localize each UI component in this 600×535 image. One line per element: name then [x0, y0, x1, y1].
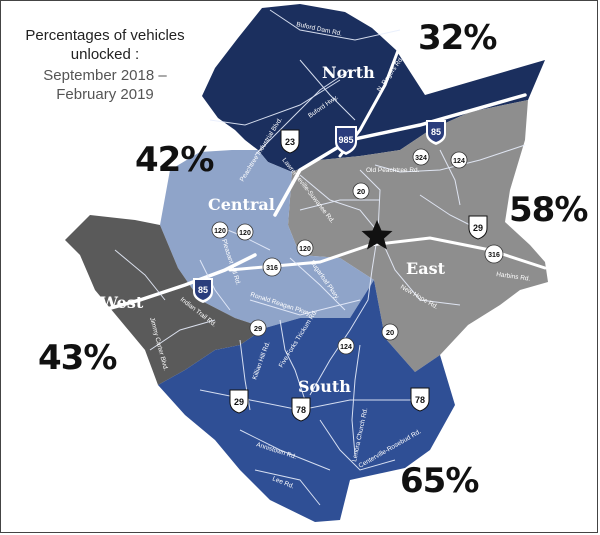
caption-line-1: Percentages of vehicles: [25, 27, 185, 44]
svg-text:85: 85: [431, 127, 441, 137]
us-29-east-icon: 29: [468, 215, 488, 240]
svg-text:85: 85: [198, 285, 208, 295]
star-icon: [361, 220, 393, 250]
svg-text:324: 324: [415, 155, 427, 162]
svg-text:120: 120: [214, 228, 226, 235]
region-central: [160, 150, 374, 328]
svg-text:316: 316: [266, 265, 278, 272]
svg-text:985: 985: [338, 135, 353, 145]
road-label-old-peachtree: Old Peachtree Rd.: [366, 167, 420, 174]
percent-south: 65%: [400, 461, 479, 501]
svg-text:316: 316: [488, 252, 500, 259]
sr-124-north-icon: [450, 151, 468, 169]
percent-east: 58%: [509, 190, 588, 230]
svg-text:120: 120: [239, 230, 251, 237]
sr-316-east-icon: [484, 244, 504, 264]
interstate-85-west-icon: 85: [193, 278, 213, 303]
svg-text:29: 29: [473, 223, 483, 233]
sr-29-icon: [249, 319, 267, 337]
percent-west: 43%: [38, 338, 117, 378]
caption-line-3: September 2018 –: [43, 67, 167, 84]
interstate-985-icon: 985: [335, 126, 357, 155]
sr-120-c-icon: [296, 239, 314, 257]
region-label-central: Central: [208, 195, 275, 214]
state-route-markers: [211, 148, 504, 355]
svg-text:78: 78: [415, 395, 425, 405]
percent-central: 42%: [135, 140, 214, 180]
svg-text:78: 78: [296, 405, 306, 415]
svg-text:20: 20: [386, 328, 394, 337]
sr-120-b-icon: [236, 223, 254, 241]
caption-line-2: unlocked :: [70, 46, 140, 63]
region-label-south: South: [298, 377, 351, 396]
svg-text:124: 124: [453, 158, 465, 165]
svg-text:120: 120: [299, 246, 311, 253]
percent-north: 32%: [418, 18, 497, 58]
sr-316-central-icon: [262, 257, 282, 277]
sr-20-north-icon: [352, 182, 370, 200]
state-route-labels: 20 20 120 120 120 124 124 316 316 324 29: [214, 155, 500, 351]
region-label-east: East: [406, 259, 446, 278]
interstate-85-north-icon: 85: [426, 120, 446, 145]
svg-text:23: 23: [285, 137, 295, 147]
us-29-south-icon: 29: [229, 389, 249, 414]
sr-324-icon: [412, 148, 430, 166]
sr-120-a-icon: [211, 221, 229, 239]
us-78-west-icon: 78: [291, 397, 311, 422]
local-roads: [114, 9, 526, 506]
us-78-east-icon: 78: [410, 387, 430, 412]
region-label-west: West: [99, 293, 144, 312]
svg-text:29: 29: [254, 324, 262, 333]
region-east: [288, 100, 548, 372]
svg-text:20: 20: [357, 187, 365, 196]
svg-text:29: 29: [234, 397, 244, 407]
svg-text:124: 124: [340, 344, 352, 351]
caption-line-4: February 2019: [56, 86, 154, 103]
sr-20-south-icon: [381, 323, 399, 341]
region-label-north: North: [322, 63, 375, 82]
sr-124-south-icon: [337, 337, 355, 355]
road-label-harbins: Harbins Rd.: [496, 271, 531, 283]
us-23-icon: 23: [280, 129, 300, 154]
